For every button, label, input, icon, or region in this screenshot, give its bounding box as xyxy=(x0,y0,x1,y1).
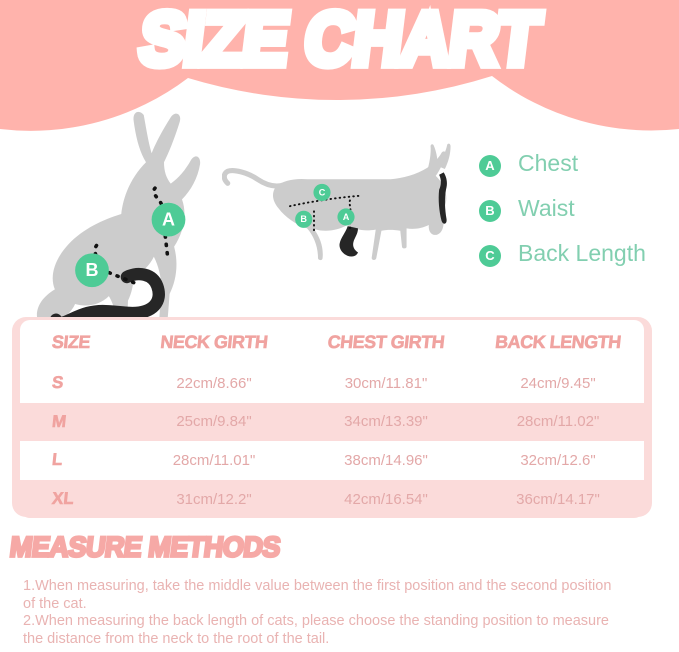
svg-text:A: A xyxy=(162,209,175,229)
svg-text:A: A xyxy=(343,212,350,222)
svg-text:B: B xyxy=(86,260,99,280)
svg-text:B: B xyxy=(300,214,307,224)
svg-text:C: C xyxy=(319,187,326,197)
